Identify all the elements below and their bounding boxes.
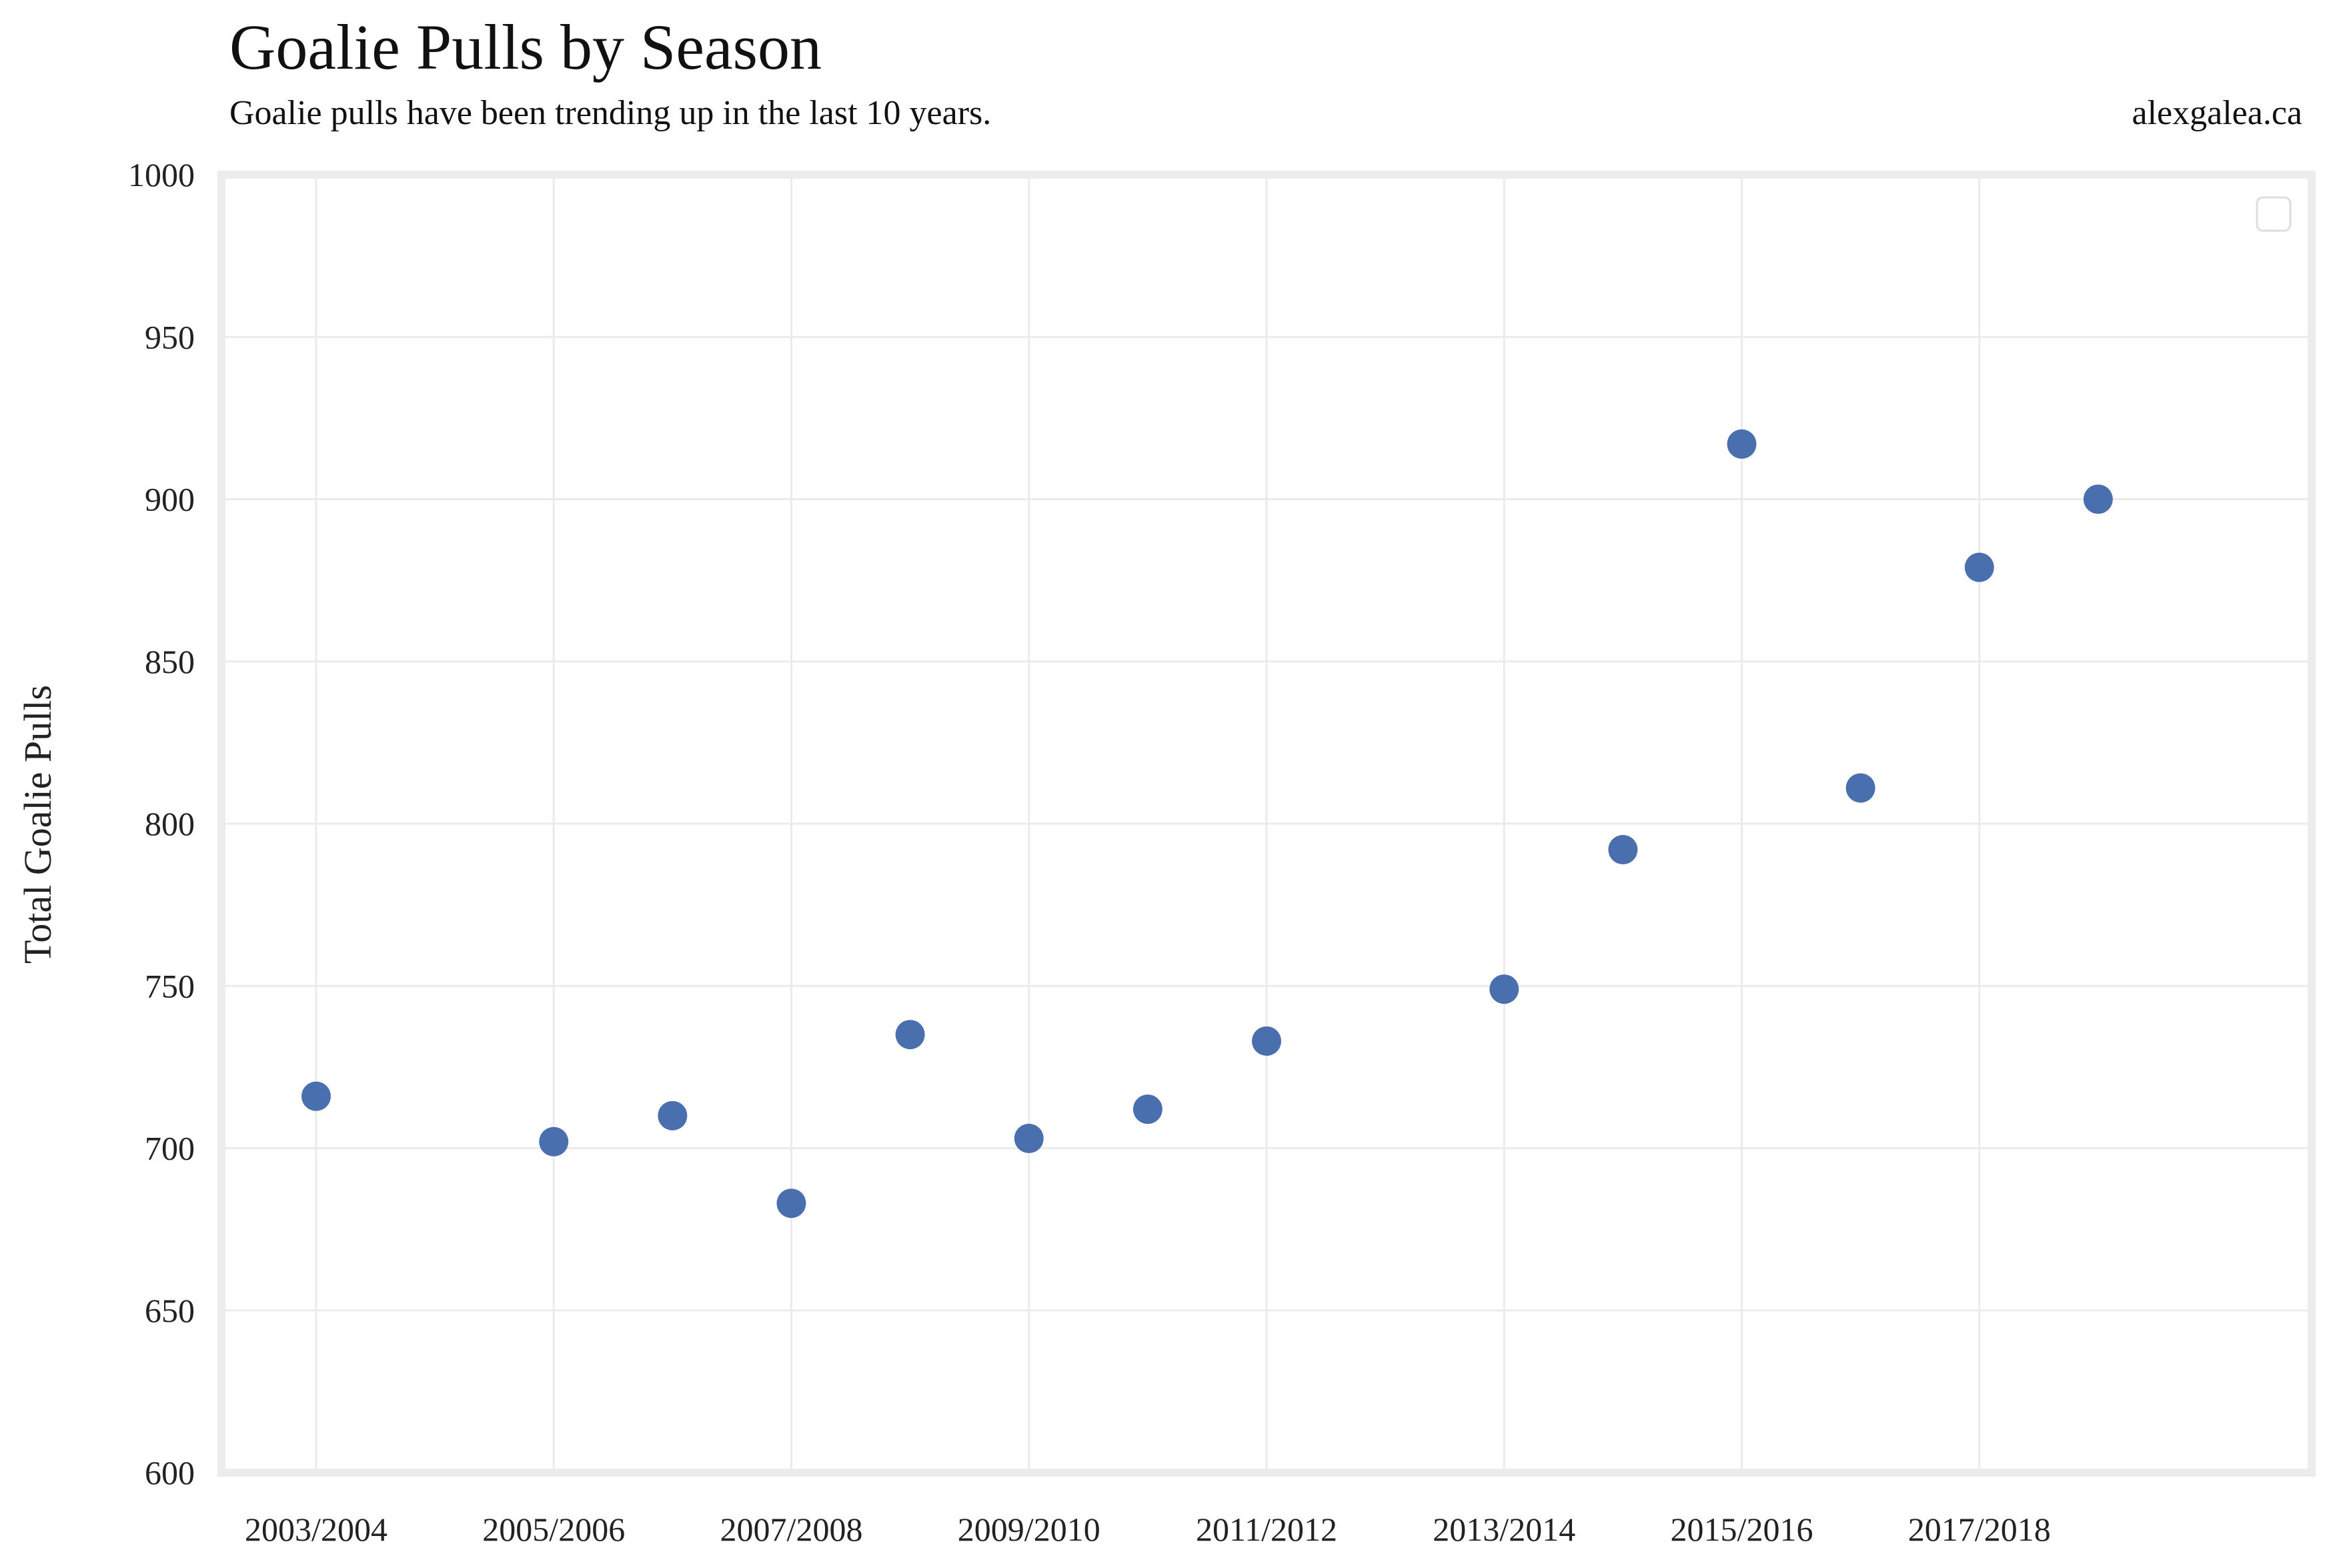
data-point (1014, 1123, 1044, 1153)
y-tick-label: 950 (145, 318, 195, 355)
plot-frame (217, 171, 2316, 1477)
y-tick-label: 650 (145, 1292, 195, 1329)
y-tick-label: 600 (145, 1454, 195, 1491)
data-point (1727, 429, 1757, 459)
x-tick-label: 2009/2010 (958, 1511, 1100, 1548)
data-point (301, 1081, 331, 1111)
data-point (1489, 974, 1519, 1004)
data-point (1845, 773, 1875, 803)
y-tick-label: 850 (145, 643, 195, 680)
data-point (658, 1100, 688, 1130)
data-point (1132, 1094, 1162, 1124)
data-points (301, 429, 2113, 1219)
x-tick-label: 2015/2016 (1671, 1511, 1813, 1548)
y-tick-label: 800 (145, 805, 195, 842)
x-axis-ticks: 2003/2004 2005/2006 2007/2008 2009/2010 2011… (245, 1511, 2051, 1548)
data-point (539, 1126, 569, 1156)
data-point (1252, 1026, 1281, 1056)
x-tick-label: 2005/2006 (482, 1511, 625, 1548)
chart-title: Goalie Pulls by Season (229, 11, 822, 83)
data-point (895, 1020, 925, 1050)
y-tick-label: 900 (145, 481, 195, 518)
x-tick-label: 2017/2018 (1908, 1511, 2051, 1548)
data-point (1964, 552, 1994, 582)
legend-box (2256, 196, 2292, 232)
y-tick-label: 700 (145, 1130, 195, 1167)
x-tick-label: 2011/2012 (1196, 1511, 1337, 1548)
y-tick-label: 1000 (128, 156, 195, 193)
chart-subtitle: Goalie pulls have been trending up in th… (229, 94, 991, 132)
grid-layer (221, 175, 2312, 1473)
data-point (776, 1189, 806, 1219)
y-tick-label: 750 (145, 967, 195, 1004)
x-tick-label: 2007/2008 (720, 1511, 863, 1548)
y-axis-label: Total Goalie Pulls (16, 685, 59, 964)
x-tick-label: 2003/2004 (245, 1511, 387, 1548)
data-point (1608, 834, 1638, 864)
chart-credit: alexgalea.ca (2132, 94, 2302, 132)
x-tick-label: 2013/2014 (1433, 1511, 1575, 1548)
y-axis-ticks: 600 650 700 750 800 850 900 950 1000 (128, 156, 195, 1491)
data-point (2083, 484, 2113, 514)
